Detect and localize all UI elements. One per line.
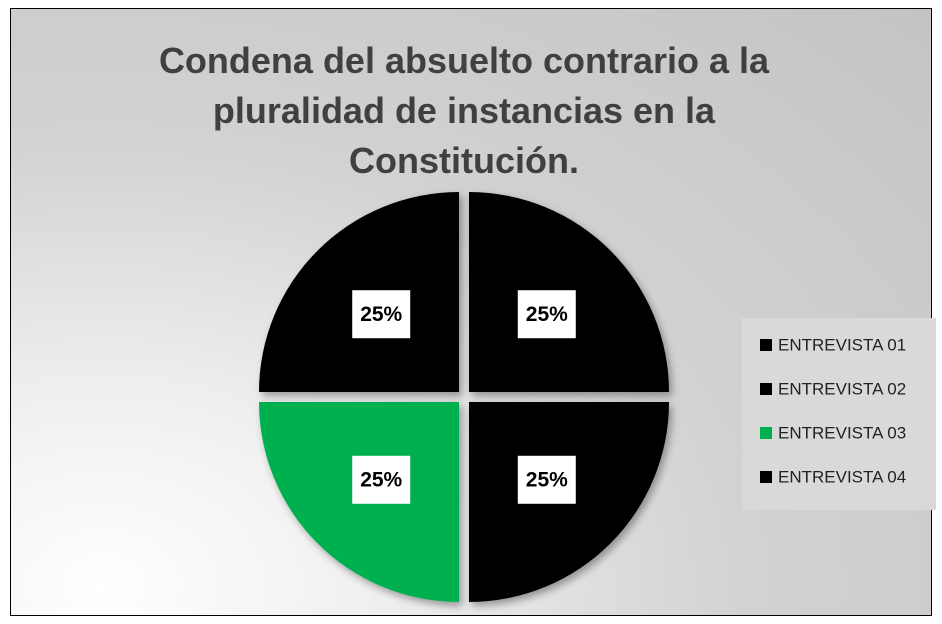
legend-swatch (760, 339, 772, 351)
data-label: 25% (360, 468, 402, 491)
legend-swatch (760, 427, 772, 439)
data-label: 25% (526, 468, 568, 491)
data-label-box (517, 455, 576, 504)
data-label-box (352, 455, 411, 504)
data-label-box (352, 290, 411, 339)
data-label: 25% (526, 303, 568, 326)
data-label: 25% (360, 303, 402, 326)
legend-swatch (760, 471, 772, 483)
chart-title: Condena del absuelto contrario a la plur… (158, 40, 770, 181)
legend-swatch (760, 383, 772, 395)
legend-label: ENTREVISTA 02 (778, 379, 906, 398)
legend-label: ENTREVISTA 01 (778, 335, 906, 354)
data-label-box (517, 290, 576, 339)
legend-label: ENTREVISTA 04 (778, 467, 906, 486)
legend-label: ENTREVISTA 03 (778, 423, 906, 442)
legend-box (742, 318, 936, 510)
